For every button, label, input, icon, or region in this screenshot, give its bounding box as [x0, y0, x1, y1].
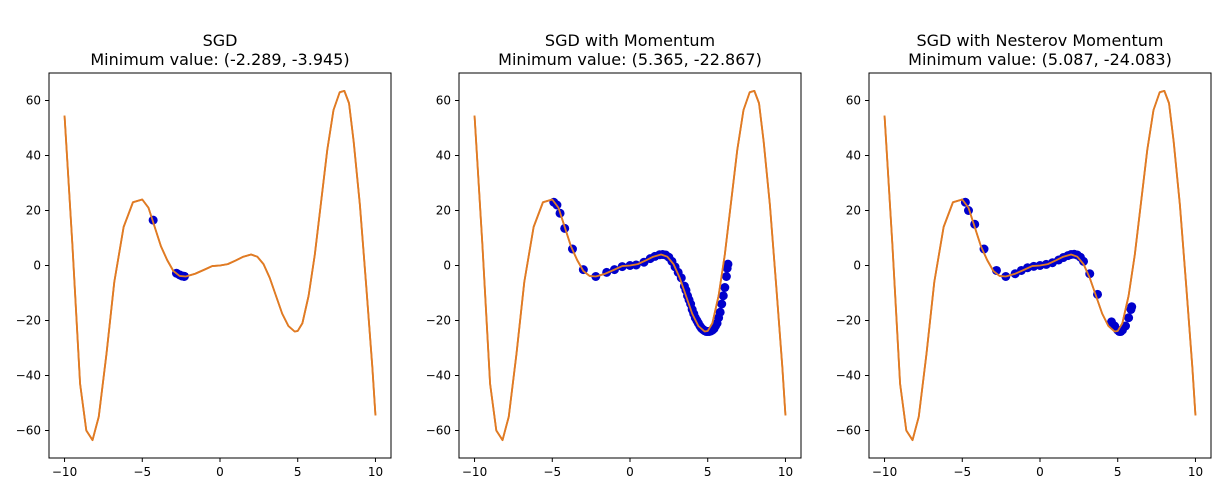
trajectory-point: [718, 291, 728, 301]
y-tick-label: −60: [16, 424, 41, 438]
x-tick-label: 0: [1036, 465, 1044, 479]
x-tick-label: 5: [294, 465, 302, 479]
trajectory-point: [1124, 313, 1134, 323]
function-curve-overlay: [883, 89, 1197, 442]
x-tick-label: −10: [52, 465, 77, 479]
y-tick-label: −20: [426, 314, 451, 328]
x-tick-label: 0: [626, 465, 634, 479]
plot-area: −10 −5 0 5 10 −60 −40 −20 0 20 40 60: [16, 72, 392, 479]
y-tick-label: −40: [836, 369, 861, 383]
x-tick-label: 0: [216, 465, 224, 479]
y-tick-label: 40: [846, 149, 861, 163]
y-tick-label: 60: [26, 94, 41, 108]
subplot-title-line2: Minimum value: (5.365, -22.867): [498, 50, 762, 69]
y-tick-label: 60: [436, 94, 451, 108]
subplot-sgd: SGD Minimum value: (-2.289, -3.945) −10−…: [16, 31, 392, 479]
x-tick-label: 5: [704, 465, 712, 479]
y-tick-label: −40: [16, 369, 41, 383]
trajectory-point: [715, 307, 725, 317]
x-tick-label: −5: [953, 465, 971, 479]
y-tick-label: 20: [26, 204, 41, 218]
y-tick-label: 0: [33, 259, 41, 273]
plot-area: −10 −5 0 5 10 −60 −40 −20 0 20 40 60: [426, 72, 802, 479]
x-tick-label: 10: [778, 465, 793, 479]
subplot-title-line1: SGD with Nesterov Momentum: [917, 31, 1164, 50]
trajectory-point: [717, 299, 727, 309]
y-tick-label: −20: [16, 314, 41, 328]
subplot-title-line2: Minimum value: (-2.289, -3.945): [90, 50, 349, 69]
y-tick-label: 60: [846, 94, 861, 108]
trajectory-point: [721, 272, 731, 281]
y-tick-label: −60: [426, 424, 451, 438]
y-tick-label: 0: [443, 259, 451, 273]
trajectory-point: [723, 259, 733, 269]
y-tick-label: −20: [836, 314, 861, 328]
y-tick-label: −60: [836, 424, 861, 438]
y-tick-label: 20: [846, 204, 861, 218]
plot-area: −10 −5 0 5 10 −60 −40 −20 0 20 40 60: [836, 72, 1212, 479]
x-tick-label: −5: [543, 465, 561, 479]
subplot-sgd-momentum: SGD with Momentum Minimum value: (5.365,…: [426, 31, 802, 479]
subplot-title-line2: Minimum value: (5.087, -24.083): [908, 50, 1172, 69]
subplot-sgd-nesterov: SGD with Nesterov Momentum Minimum value…: [836, 31, 1212, 479]
x-tick-label: −10: [872, 465, 897, 479]
function-curve-overlay: [63, 89, 377, 442]
subplot-title-line1: SGD: [203, 31, 238, 50]
y-tick-label: −40: [426, 369, 451, 383]
trajectory-point: [1079, 256, 1089, 266]
y-tick-label: 40: [26, 149, 41, 163]
trajectory-point: [720, 283, 730, 292]
trajectory-point: [1121, 321, 1130, 331]
x-tick-label: 5: [1114, 465, 1122, 479]
function-curve-overlay: [473, 89, 787, 442]
y-tick-label: 20: [436, 204, 451, 218]
trajectory-point: [1127, 302, 1137, 312]
x-tick-label: −5: [133, 465, 151, 479]
y-tick-label: 0: [853, 259, 861, 273]
x-tick-label: 10: [368, 465, 383, 479]
x-tick-label: 10: [1188, 465, 1203, 479]
x-tick-label: −10: [462, 465, 487, 479]
subplot-title-line1: SGD with Momentum: [545, 31, 715, 50]
y-tick-label: 40: [436, 149, 451, 163]
